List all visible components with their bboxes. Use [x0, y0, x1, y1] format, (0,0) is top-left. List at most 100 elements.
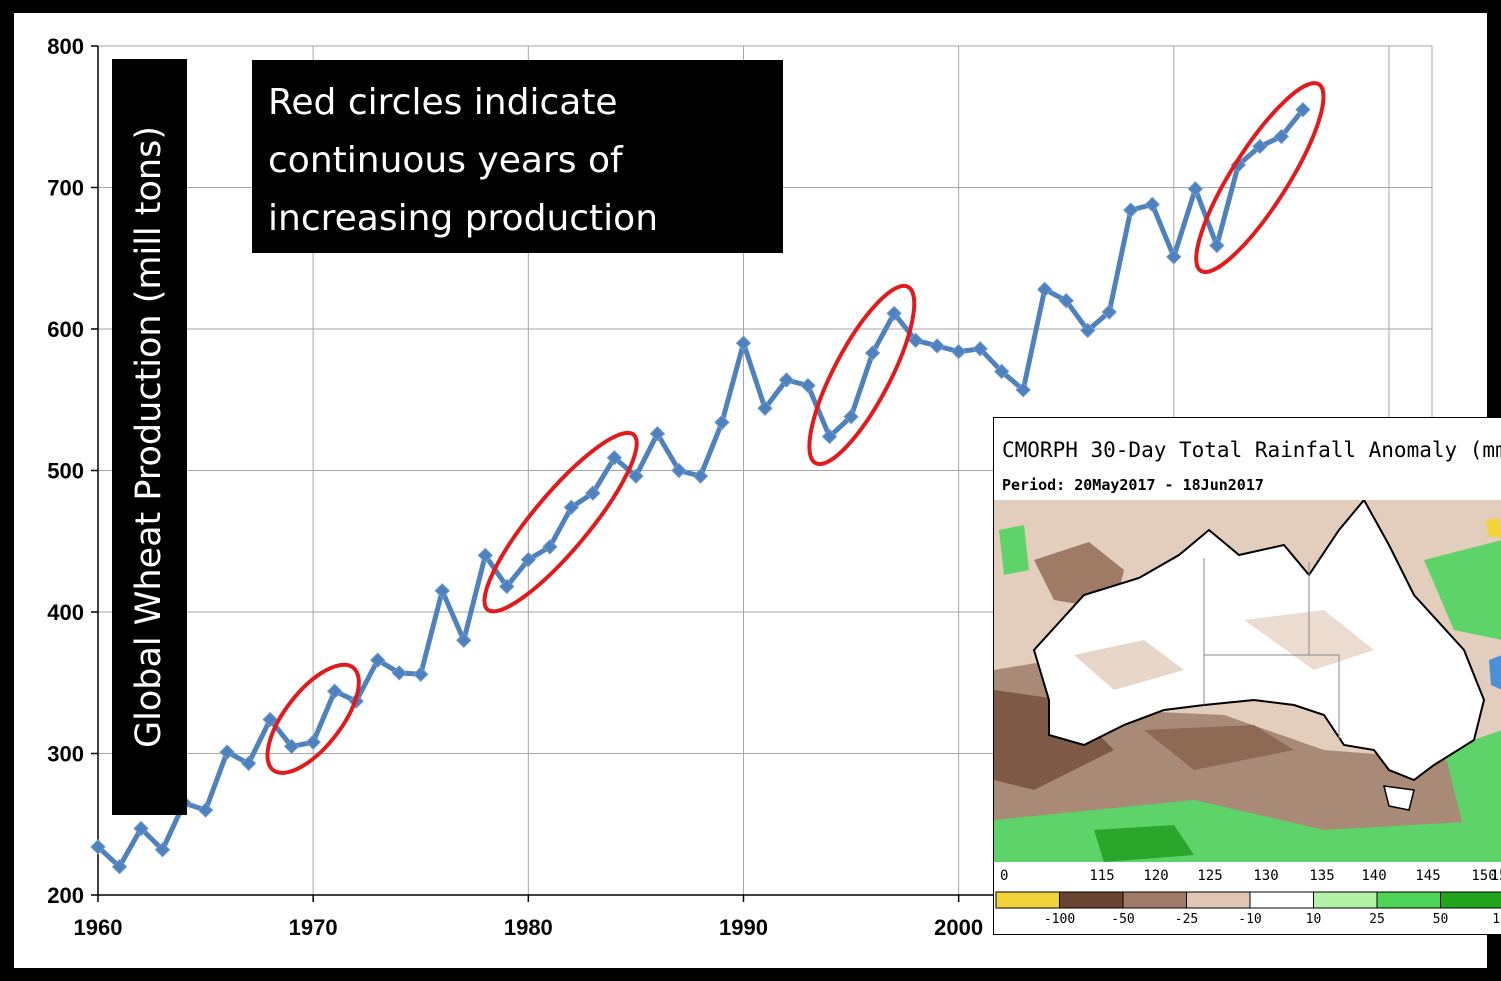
- y-axis-label: Global Wheat Production (mill tons): [129, 126, 169, 748]
- y-tick-label: 800: [47, 34, 84, 59]
- colorbar-segment: [1122, 891, 1187, 909]
- y-axis-label-box: Global Wheat Production (mill tons): [112, 59, 187, 815]
- colorbar-segment: [995, 891, 1060, 909]
- data-point: [757, 400, 773, 416]
- colorbar-segment: [1249, 891, 1314, 909]
- data-point: [197, 802, 214, 818]
- longitude-tick-label: 135: [1309, 868, 1334, 884]
- longitude-tick-label: 125: [1197, 868, 1222, 884]
- data-point: [1187, 181, 1204, 197]
- annotation-line-3: increasing production: [268, 198, 659, 239]
- y-tick-label: 200: [47, 883, 84, 908]
- colorbar-segment: [1186, 891, 1251, 909]
- colorbar-segment: [1059, 891, 1124, 909]
- data-point: [1144, 196, 1160, 213]
- y-tick-labels: 200 300 400 500 600 700 800: [47, 34, 84, 908]
- colorbar-labels: -100 -50 -25 -10 10 25 50 100: [1044, 912, 1501, 927]
- data-point: [692, 468, 709, 484]
- longitude-tick-labels: 0 115 120 125 130 135 140 145 15015: [1000, 868, 1501, 884]
- data-point: [972, 341, 988, 357]
- data-point: [520, 551, 537, 568]
- annotation-line-1: Red circles indicate: [268, 82, 618, 123]
- y-tick-label: 400: [47, 600, 84, 625]
- longitude-tick-label: 150: [1471, 868, 1496, 884]
- colorbar-label: -10: [1238, 912, 1261, 927]
- longitude-tick-label: 15: [1491, 868, 1501, 884]
- colorbar-label: -50: [1111, 912, 1134, 927]
- colorbar-label: 50: [1433, 912, 1449, 927]
- x-tick-label: 1990: [719, 915, 768, 940]
- data-point: [477, 547, 493, 564]
- data-point: [1252, 138, 1268, 155]
- data-point: [628, 468, 644, 484]
- colorbar-segment: [1313, 891, 1378, 909]
- annotation-text: Red circles indicate continuous years of…: [268, 74, 773, 248]
- rainfall-anomaly-inset: CMORPH 30-Day Total Rainfall Anomaly (mm…: [993, 417, 1501, 935]
- data-point: [326, 683, 343, 699]
- data-point: [606, 450, 623, 466]
- data-point: [778, 372, 795, 388]
- data-point: [1295, 101, 1311, 118]
- data-point: [283, 738, 300, 755]
- data-point: [90, 839, 106, 855]
- colorbar-label: 25: [1369, 912, 1385, 927]
- annotation-box: Red circles indicate continuous years of…: [252, 60, 783, 253]
- australia-landmass: [1032, 500, 1486, 782]
- data-point: [542, 539, 558, 555]
- data-point: [1015, 382, 1031, 398]
- data-point: [563, 499, 580, 515]
- data-point: [240, 755, 257, 772]
- data-point: [1166, 249, 1182, 265]
- data-point: [499, 578, 515, 595]
- data-point: [413, 666, 429, 682]
- data-point: [262, 711, 278, 728]
- data-point: [111, 858, 128, 875]
- x-tick-label: 1960: [74, 915, 123, 940]
- data-point: [821, 428, 838, 445]
- annotation-line-2: continuous years of: [268, 140, 623, 181]
- x-tick-label: 1980: [504, 915, 553, 940]
- longitude-tick-label: 120: [1143, 868, 1168, 884]
- data-point: [391, 665, 407, 681]
- data-point: [1037, 281, 1053, 298]
- data-point: [1273, 128, 1290, 145]
- data-point: [649, 426, 666, 442]
- longitude-tick-label: 145: [1415, 868, 1440, 884]
- colorbar-segment: [1376, 891, 1441, 909]
- colorbar-label: -100: [1044, 912, 1075, 927]
- highlight-circle: [807, 283, 917, 467]
- rainfall-anomaly-map: 011512012513013514014515015 -100-50-25-1…: [994, 500, 1501, 927]
- data-point: [735, 335, 752, 351]
- data-point: [154, 842, 171, 858]
- colorbar: [995, 891, 1501, 909]
- data-point: [993, 363, 1010, 380]
- data-point: [886, 305, 902, 322]
- colorbar-label: -25: [1175, 912, 1198, 927]
- data-point: [714, 414, 730, 431]
- figure-panel: 200 300 400 500 600 700 800 1960 1970 1980 1990 20…: [14, 13, 1501, 968]
- longitude-tick-label: 0: [1000, 868, 1008, 884]
- x-tick-label: 1970: [289, 915, 338, 940]
- data-point: [671, 462, 687, 479]
- data-point: [929, 338, 945, 354]
- series-production: [90, 101, 1311, 875]
- data-point: [800, 377, 816, 394]
- data-point: [434, 583, 450, 599]
- inset-period: Period: 20May2017 - 18Jun2017: [1002, 476, 1264, 494]
- data-point: [456, 632, 472, 649]
- y-tick-label: 300: [47, 742, 84, 767]
- data-point: [305, 734, 321, 750]
- data-point: [219, 744, 235, 760]
- data-point: [1080, 322, 1096, 339]
- data-point: [1101, 304, 1117, 320]
- x-tick-label: 2000: [934, 915, 983, 940]
- highlight-circle: [482, 430, 639, 614]
- data-point: [1209, 237, 1225, 254]
- y-tick-label: 600: [47, 317, 84, 342]
- colorbar-segment: [1440, 891, 1501, 909]
- data-point: [133, 820, 149, 837]
- longitude-tick-label: 115: [1089, 868, 1114, 884]
- colorbar-label: 10: [1306, 912, 1322, 927]
- data-point: [907, 332, 924, 349]
